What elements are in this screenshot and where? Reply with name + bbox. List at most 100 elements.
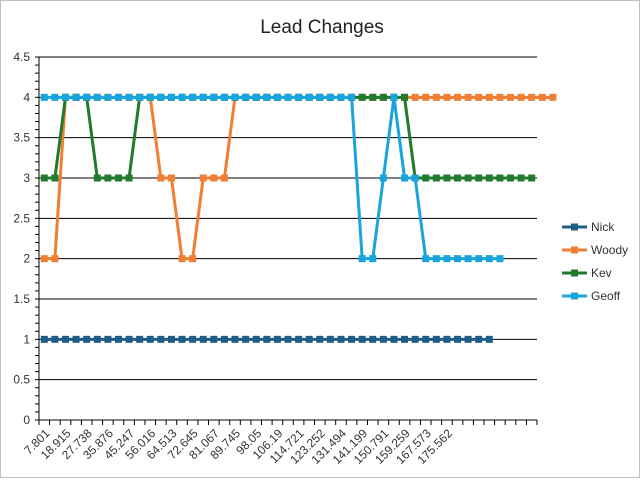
data-point-kev [485, 174, 493, 182]
data-point-nick [454, 335, 462, 343]
data-point-geoff [157, 93, 165, 101]
legend-marker [571, 269, 578, 277]
data-point-kev [507, 174, 515, 182]
data-point-nick [379, 335, 387, 343]
data-point-nick [125, 335, 133, 343]
data-point-nick [157, 335, 165, 343]
data-point-woody [538, 93, 546, 101]
data-point-geoff [51, 93, 59, 101]
data-point-kev [51, 174, 59, 182]
data-point-woody [210, 174, 218, 182]
data-point-geoff [326, 93, 334, 101]
data-point-geoff [104, 93, 112, 101]
data-point-geoff [231, 93, 239, 101]
data-point-geoff [284, 93, 292, 101]
data-point-nick [273, 335, 281, 343]
data-point-nick [284, 335, 292, 343]
legend-label: Woody [591, 243, 628, 257]
data-point-woody [40, 255, 48, 263]
data-point-woody [167, 174, 175, 182]
data-point-kev [422, 174, 430, 182]
data-point-nick [485, 335, 493, 343]
data-point-geoff [454, 255, 462, 263]
data-point-woody [178, 255, 186, 263]
data-point-geoff [348, 93, 356, 101]
y-tick-label: 3 [23, 171, 30, 185]
data-point-geoff [443, 255, 451, 263]
y-tick-label: 0 [23, 413, 30, 427]
data-point-geoff [273, 93, 281, 101]
legend-label: Kev [591, 266, 612, 280]
data-point-woody [464, 93, 472, 101]
data-point-geoff [136, 93, 144, 101]
data-point-geoff [401, 174, 409, 182]
data-point-geoff [252, 93, 260, 101]
legend-marker [571, 292, 578, 300]
data-point-geoff [379, 174, 387, 182]
data-point-nick [210, 335, 218, 343]
data-point-nick [51, 335, 59, 343]
data-point-kev [443, 174, 451, 182]
data-point-geoff [475, 255, 483, 263]
y-tick-label: 2.5 [13, 211, 30, 225]
data-point-nick [146, 335, 154, 343]
data-point-nick [220, 335, 228, 343]
data-point-geoff [146, 93, 154, 101]
data-point-woody [189, 255, 197, 263]
data-point-geoff [295, 93, 303, 101]
data-point-woody [443, 93, 451, 101]
y-tick-label: 1 [23, 332, 30, 346]
data-point-woody [496, 93, 504, 101]
data-point-nick [348, 335, 356, 343]
data-point-nick [199, 335, 207, 343]
data-point-woody [475, 93, 483, 101]
data-point-geoff [369, 255, 377, 263]
gridlines: 0 0.5 1 1.5 2 2.5 3 3.5 4 4.5 [13, 50, 537, 427]
y-tick-label: 4 [23, 90, 30, 104]
data-point-kev [114, 174, 122, 182]
data-point-geoff [337, 93, 345, 101]
data-point-geoff [199, 93, 207, 101]
data-point-nick [369, 335, 377, 343]
data-point-woody [507, 93, 515, 101]
legend-item-kev: Kev [562, 266, 612, 280]
y-tick-label: 1.5 [13, 292, 30, 306]
legend-item-woody: Woody [562, 243, 628, 257]
data-point-kev [454, 174, 462, 182]
data-point-geoff [220, 93, 228, 101]
data-point-woody [549, 93, 557, 101]
data-point-woody [517, 93, 525, 101]
data-point-nick [72, 335, 80, 343]
data-point-woody [528, 93, 536, 101]
data-point-kev [104, 174, 112, 182]
y-tick-label: 2 [23, 252, 30, 266]
data-point-nick [411, 335, 419, 343]
data-point-geoff [72, 93, 80, 101]
data-point-nick [61, 335, 69, 343]
data-point-nick [178, 335, 186, 343]
data-point-geoff [114, 93, 122, 101]
data-point-geoff [390, 93, 398, 101]
data-point-kev [358, 93, 366, 101]
data-point-geoff [210, 93, 218, 101]
data-point-kev [40, 174, 48, 182]
data-point-nick [358, 335, 366, 343]
data-point-geoff [40, 93, 48, 101]
data-point-nick [295, 335, 303, 343]
data-point-kev [528, 174, 536, 182]
data-point-nick [337, 335, 345, 343]
data-point-woody [454, 93, 462, 101]
data-point-geoff [178, 93, 186, 101]
data-point-geoff [83, 93, 91, 101]
series-layer [40, 93, 557, 343]
data-point-nick [242, 335, 250, 343]
data-point-geoff [305, 93, 313, 101]
data-point-geoff [496, 255, 504, 263]
data-point-nick [83, 335, 91, 343]
data-point-kev [93, 174, 101, 182]
data-point-woody [485, 93, 493, 101]
data-point-kev [464, 174, 472, 182]
data-point-nick [136, 335, 144, 343]
data-point-woody [51, 255, 59, 263]
data-point-geoff [242, 93, 250, 101]
